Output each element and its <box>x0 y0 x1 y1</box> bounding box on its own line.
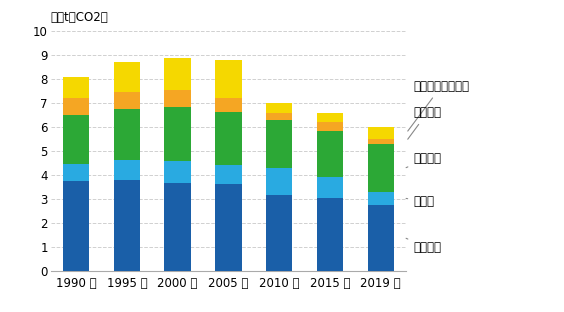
Bar <box>165 107 191 161</box>
Bar <box>114 62 140 91</box>
Bar <box>266 120 292 168</box>
Bar <box>317 131 343 177</box>
Bar <box>63 77 89 99</box>
Text: （億t　CO2）: （億t CO2） <box>51 11 108 24</box>
Text: 業務他: 業務他 <box>406 195 434 208</box>
Text: 運輸部門: 運輸部門 <box>406 152 441 168</box>
Text: 家庭部門: 家庭部門 <box>408 106 441 139</box>
Text: 非エネルギー起源: 非エネルギー起源 <box>408 80 469 131</box>
Bar <box>63 164 89 181</box>
Bar <box>215 184 241 271</box>
Bar <box>368 205 394 271</box>
Bar <box>266 113 292 120</box>
Bar <box>215 112 241 164</box>
Bar <box>368 139 394 144</box>
Bar <box>266 103 292 113</box>
Bar <box>368 127 394 139</box>
Bar <box>165 183 191 271</box>
Bar <box>165 58 191 90</box>
Bar <box>317 198 343 271</box>
Bar <box>114 180 140 271</box>
Bar <box>165 90 191 107</box>
Bar <box>317 123 343 131</box>
Text: 産業部門: 産業部門 <box>406 238 441 254</box>
Bar <box>114 160 140 180</box>
Bar <box>368 144 394 192</box>
Bar <box>266 168 292 195</box>
Bar <box>215 60 241 99</box>
Bar <box>63 181 89 271</box>
Bar <box>215 99 241 112</box>
Bar <box>114 109 140 160</box>
Bar <box>165 161 191 183</box>
Bar <box>368 192 394 205</box>
Bar <box>63 99 89 115</box>
Bar <box>317 113 343 123</box>
Bar <box>63 115 89 164</box>
Bar <box>215 164 241 184</box>
Bar <box>266 195 292 271</box>
Bar <box>317 177 343 198</box>
Bar <box>114 91 140 109</box>
